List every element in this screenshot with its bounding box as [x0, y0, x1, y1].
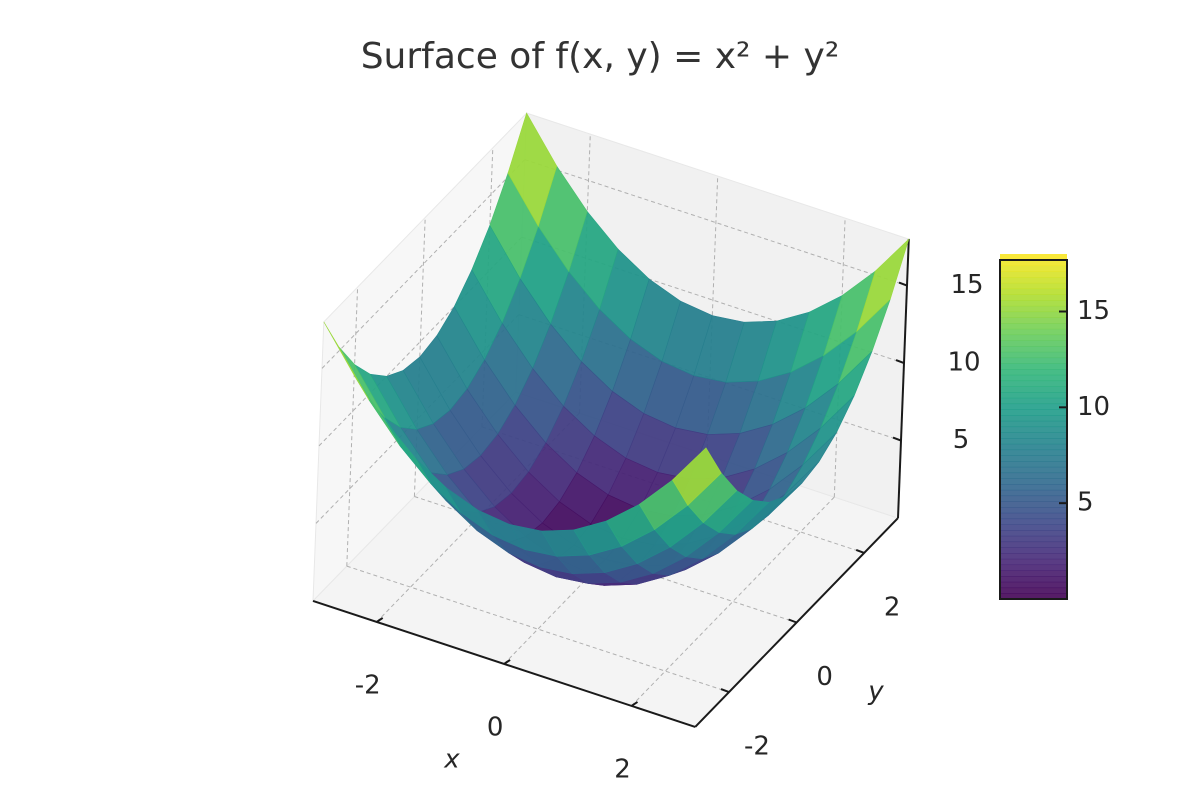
y-axis-label: y [867, 677, 884, 707]
colorbar-segment [1000, 581, 1067, 589]
colorbar-tick-label: 5 [1077, 488, 1094, 518]
grid-line [346, 287, 359, 567]
colorbar-segment [1000, 254, 1067, 261]
colorbar-segment [1000, 317, 1067, 324]
y-tick [855, 548, 865, 554]
x-tick-label: 0 [487, 712, 504, 742]
colorbar-segment [1000, 271, 1067, 278]
colorbar-segment [1000, 294, 1067, 301]
colorbar-segment [1000, 564, 1067, 571]
z-tick-label: 5 [953, 425, 970, 455]
colorbar-segment [1000, 282, 1067, 290]
y-tick [720, 688, 730, 694]
colorbar-segment [1000, 328, 1067, 336]
colorbar-segment [1000, 512, 1067, 520]
surface-patch [323, 321, 370, 401]
colorbar-segment [1000, 426, 1067, 433]
colorbar-frame [999, 259, 1068, 600]
colorbar-segment [1000, 449, 1067, 456]
colorbar-segment [1000, 501, 1067, 508]
x-tick-label: -2 [355, 670, 381, 700]
grid-line [481, 147, 494, 427]
colorbar-segment [1000, 305, 1067, 313]
colorbar-segment [1000, 524, 1067, 531]
y-tick-label: 0 [816, 662, 833, 692]
colorbar-segment [1000, 530, 1067, 537]
y-tick [788, 618, 797, 624]
colorbar-segment [1000, 472, 1067, 479]
colorbar-segment [1000, 576, 1067, 583]
grid-line [413, 217, 426, 497]
colorbar-segment [1000, 558, 1067, 566]
colorbar-segment [1000, 455, 1067, 462]
colorbar-segment [1000, 363, 1067, 370]
grid-line [579, 134, 591, 414]
colorbar-segment [1000, 323, 1067, 330]
colorbar-segment [1000, 403, 1067, 410]
colorbar-segment [1000, 277, 1067, 284]
x-tick-label: 2 [614, 754, 631, 784]
colorbar-segment [1000, 288, 1067, 295]
colorbar-segment [1000, 300, 1067, 307]
colorbar-segment [1000, 420, 1067, 428]
colorbar-segment [1000, 489, 1067, 497]
colorbar-segment [1000, 553, 1067, 560]
z-tick-label: 10 [947, 348, 980, 378]
colorbar-segment [1000, 570, 1067, 577]
colorbar-segment [1000, 357, 1067, 364]
colorbar-segment [1000, 415, 1067, 422]
colorbar-segment [1000, 392, 1067, 399]
colorbar-segment [1000, 438, 1067, 445]
colorbar-segment [1000, 466, 1067, 474]
chart-title: Surface of f(x, y) = x² + y² [361, 36, 840, 77]
colorbar-segment [1000, 547, 1067, 554]
z-tick-label: 15 [950, 270, 983, 300]
y-tick-label: -2 [744, 732, 770, 762]
colorbar-segment [1000, 461, 1067, 468]
z-tick [892, 436, 902, 442]
x-tick [630, 701, 639, 707]
x-axis-label: x [443, 745, 460, 775]
colorbar-segment [1000, 311, 1067, 318]
colorbar-segment [1000, 380, 1067, 387]
colorbar-segment [1000, 478, 1067, 485]
colorbar-segment [1000, 484, 1067, 491]
colorbar-segment [1000, 587, 1067, 594]
colorbar-segment [1000, 259, 1067, 267]
colorbar-tick-label: 10 [1077, 392, 1110, 422]
colorbar-segment [1000, 397, 1067, 405]
colorbar-segment [1000, 409, 1067, 416]
x-tick [503, 659, 511, 665]
surface-patch [672, 447, 722, 506]
colorbar-segment [1000, 432, 1067, 439]
colorbar-segment [1000, 340, 1067, 347]
x-tick [376, 617, 384, 623]
colorbar-tick-label: 15 [1077, 296, 1110, 326]
colorbar-segment [1000, 495, 1067, 502]
colorbar-segment [1000, 374, 1067, 382]
z-tick [895, 359, 905, 365]
colorbar-segment [1000, 346, 1067, 353]
colorbar-segment [1000, 535, 1067, 543]
colorbar-segment [1000, 507, 1067, 514]
colorbar-segment [1000, 541, 1067, 548]
grid-line [706, 176, 719, 456]
colorbar-segment [1000, 369, 1067, 376]
colorbar-segment [1000, 443, 1067, 451]
surface-patch [507, 112, 558, 228]
colorbar-segment [1000, 351, 1067, 359]
colorbar-segment [1000, 334, 1067, 341]
surface-patch [856, 238, 910, 333]
colorbar-segment [1000, 518, 1067, 525]
z-tick [898, 281, 908, 287]
colorbar-segment [1000, 386, 1067, 393]
colorbar-segment [1000, 593, 1067, 600]
grid-line [833, 218, 846, 498]
colorbar-segment [1000, 265, 1067, 272]
y-tick-label: 2 [884, 592, 901, 622]
